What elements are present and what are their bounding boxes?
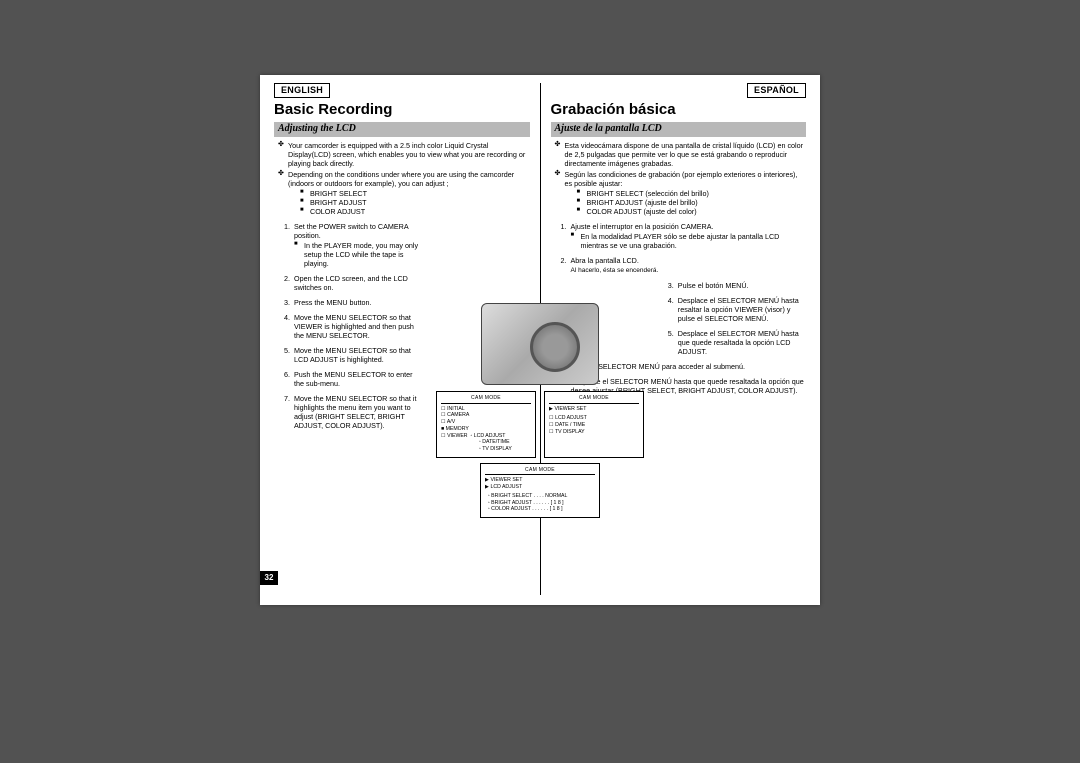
step: Move the MENU SELECTOR so that it highli… [292, 394, 422, 430]
adjust-option: BRIGHT SELECT [300, 189, 530, 198]
step: Press the MENU button. [292, 298, 422, 307]
osd-menu-3: CAM MODE ▶ VIEWER SET ▶ LCD ADJUST ◦ BRI… [480, 463, 600, 518]
step: Set the POWER switch to CAMERA position.… [292, 222, 422, 268]
camcorder-illustration [481, 303, 599, 385]
subtitle-english: Adjusting the LCD [274, 122, 530, 137]
title-spanish: Grabación básica [551, 101, 807, 120]
title-english: Basic Recording [274, 101, 530, 120]
steps-en: Set the POWER switch to CAMERA position.… [274, 222, 422, 430]
osd-menu-1: CAM MODE ☐ INITIAL ☐ CAMERA ☐ A/V ■ MEMO… [436, 391, 536, 458]
steps-es: Ajuste el interruptor en la posición CAM… [551, 222, 807, 275]
adjust-option: BRIGHT ADJUST (ajuste del brillo) [577, 198, 807, 207]
step: Pulse el botón MENÚ. [676, 281, 806, 290]
subtitle-spanish: Ajuste de la pantalla LCD [551, 122, 807, 137]
page-number: 32 [260, 571, 278, 585]
manual-page: ENGLISH Basic Recording Adjusting the LC… [260, 75, 820, 605]
lang-badge-spanish: ESPAÑOL [747, 83, 806, 98]
adjust-option: BRIGHT SELECT (selección del brillo) [577, 189, 807, 198]
osd-menu-2: CAM MODE ▶ VIEWER SET ☐ LCD ADJUST ☐ DAT… [544, 391, 644, 458]
steps-es-indented: Pulse el botón MENÚ. Desplace el SELECTO… [658, 281, 806, 356]
step-note: In the PLAYER mode, you may only setup t… [294, 241, 422, 268]
step: Desplace el SELECTOR MENÚ hasta resaltar… [676, 296, 806, 323]
adjust-option: BRIGHT ADJUST [300, 198, 530, 207]
intro-list-en: Your camcorder is equipped with a 2.5 in… [278, 141, 530, 216]
figure-cluster: CAM MODE ☐ INITIAL ☐ CAMERA ☐ A/V ■ MEMO… [415, 303, 665, 523]
intro-item: Esta videocámara dispone de una pantalla… [555, 141, 807, 168]
adjust-option: COLOR ADJUST (ajuste del color) [577, 207, 807, 216]
step: Abra la pantalla LCD. Al hacerlo, ésta s… [569, 256, 807, 275]
intro-list-es: Esta videocámara dispone de una pantalla… [555, 141, 807, 216]
intro-item: Depending on the conditions under where … [278, 170, 530, 216]
adjust-option: COLOR ADJUST [300, 207, 530, 216]
step-note: En la modalidad PLAYER sólo se debe ajus… [571, 232, 807, 250]
step: Move the MENU SELECTOR so that LCD ADJUS… [292, 346, 422, 364]
step: Push the MENU SELECTOR to enter the sub-… [292, 370, 422, 388]
lang-badge-english: ENGLISH [274, 83, 330, 98]
step: Open the LCD screen, and the LCD switche… [292, 274, 422, 292]
intro-item: Your camcorder is equipped with a 2.5 in… [278, 141, 530, 168]
step: Move the MENU SELECTOR so that VIEWER is… [292, 313, 422, 340]
step: Ajuste el interruptor en la posición CAM… [569, 222, 807, 250]
intro-item: Según las condiciones de grabación (por … [555, 170, 807, 216]
step: Desplace el SELECTOR MENÚ hasta que qued… [676, 329, 806, 356]
